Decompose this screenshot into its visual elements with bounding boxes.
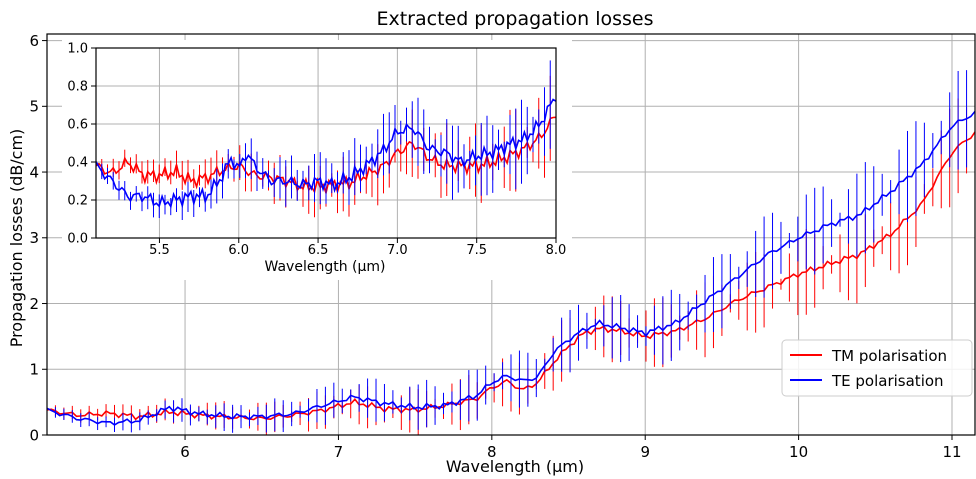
inset-x-tick-label: 7.5 (466, 243, 487, 258)
main-y-axis-label: Propagation losses (dB/cm) (7, 129, 26, 348)
main-y-tick-label: 5 (29, 98, 39, 116)
inset-y-tick-label: 0.8 (67, 80, 88, 95)
inset-y-tick-label: 0.0 (67, 232, 88, 247)
inset-y-tick-label: 0.6 (67, 118, 88, 133)
main-x-tick-label: 7 (334, 443, 344, 461)
inset-x-tick-label: 7.0 (387, 243, 408, 258)
inset-series-line-1 (95, 98, 557, 209)
main-y-tick-label: 2 (29, 295, 39, 313)
main-x-tick-label: 8 (487, 443, 497, 461)
main-y-tick-label: 4 (29, 163, 39, 181)
main-y-tick-label: 3 (29, 229, 39, 247)
legend-label-te: TE polarisation (831, 372, 944, 390)
main-x-tick-label: 9 (640, 443, 650, 461)
main-x-axis-label: Wavelength (µm) (446, 457, 584, 476)
main-x-tick-label: 10 (789, 443, 808, 461)
inset-x-tick-label: 6.5 (308, 243, 329, 258)
main-y-tick-label: 1 (29, 361, 39, 379)
main-series (46, 70, 976, 435)
inset-frame (95, 47, 557, 239)
main-frame (46, 33, 976, 436)
inset-x-tick-label: 6.0 (228, 243, 249, 258)
legend: TM polarisation TE polarisation (781, 339, 973, 397)
inset-x-axis-label: Wavelength (µm) (265, 259, 386, 275)
chart-title: Extracted propagation losses (376, 8, 653, 30)
main-series-line-1 (46, 110, 976, 426)
inset-axes: 5.5 6.0 6.5 7.0 7.5 8.0 0.0 0.2 0.4 0.6 0.8 1.0 (67, 42, 566, 258)
inset-y-tick-label: 1.0 (67, 42, 88, 57)
inset-x-tick-label: 8.0 (546, 243, 567, 258)
main-y-tick-label: 0 (29, 426, 39, 444)
legend-box (781, 339, 973, 397)
inset-y-tick-label: 0.2 (67, 194, 88, 209)
main-axes: 6 7 8 9 10 11 0 1 2 3 4 5 6 (29, 32, 976, 461)
inset-x-tick-label: 5.5 (149, 243, 170, 258)
legend-label-tm: TM polarisation (831, 347, 947, 365)
main-x-tick-label: 6 (180, 443, 190, 461)
main-x-tick-label: 11 (942, 443, 961, 461)
main-y-tick-label: 6 (29, 32, 39, 50)
inset-y-tick-label: 0.4 (67, 156, 88, 171)
